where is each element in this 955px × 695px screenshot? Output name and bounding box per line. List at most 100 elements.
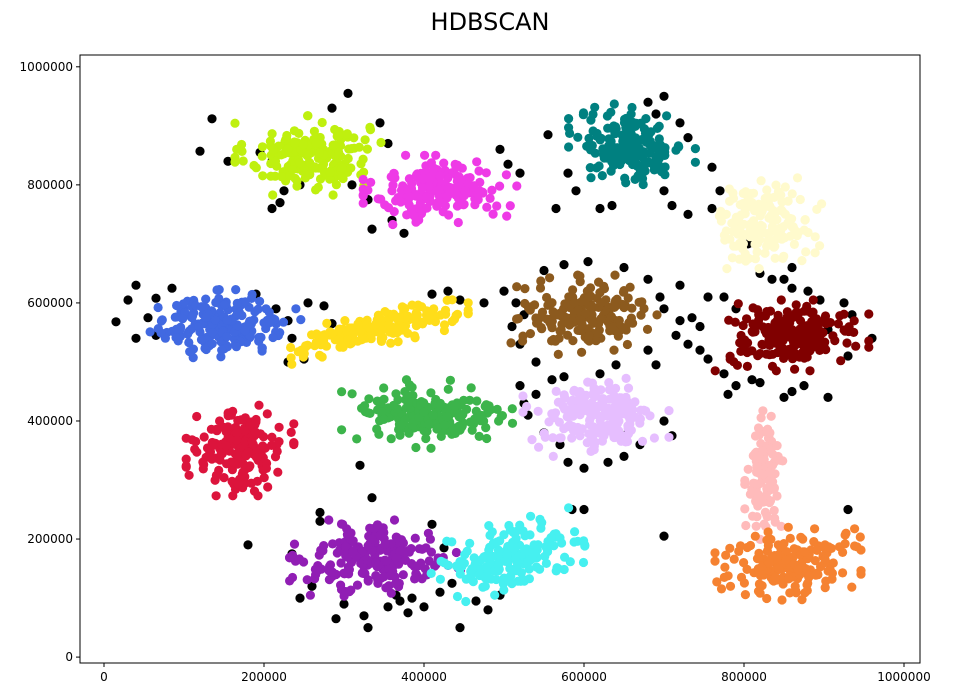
cluster-point xyxy=(295,158,305,168)
cluster-point xyxy=(799,306,809,316)
cluster-point xyxy=(729,357,739,367)
cluster-point xyxy=(305,158,315,168)
cluster-point xyxy=(476,555,486,565)
cluster-point xyxy=(536,276,546,286)
cluster-point xyxy=(596,385,606,395)
cluster-point xyxy=(768,449,778,459)
cluster-point xyxy=(756,220,766,230)
cluster-point xyxy=(636,405,646,415)
cluster-point xyxy=(645,140,655,150)
cluster-point xyxy=(289,439,299,450)
cluster-point xyxy=(468,577,478,587)
cluster-point xyxy=(371,319,381,329)
cluster-point xyxy=(790,364,800,374)
points-layer xyxy=(111,88,877,633)
cluster-point xyxy=(762,185,772,195)
noise-point xyxy=(483,605,493,615)
y-tick-label: 1000000 xyxy=(20,60,73,74)
cluster-point xyxy=(411,442,421,453)
cluster-point xyxy=(762,325,773,335)
cluster-point xyxy=(537,324,547,334)
cluster-point xyxy=(230,157,240,167)
noise-point xyxy=(707,203,717,214)
cluster-point xyxy=(820,583,830,593)
noise-point xyxy=(779,392,789,402)
cluster-point xyxy=(442,412,452,422)
cluster-point xyxy=(609,345,619,355)
cluster-point xyxy=(291,304,301,314)
cluster-point xyxy=(764,213,774,223)
cluster-point xyxy=(820,315,830,325)
cluster-point xyxy=(363,576,373,586)
cluster-point xyxy=(520,284,530,294)
cluster-point xyxy=(347,389,357,399)
cluster-point xyxy=(736,210,746,220)
cluster-point xyxy=(410,533,420,543)
cluster-point xyxy=(267,129,277,139)
noise-point xyxy=(675,316,685,326)
cluster-point xyxy=(317,352,327,362)
noise-point xyxy=(659,91,669,101)
cluster-point xyxy=(604,378,614,388)
cluster-point xyxy=(765,428,775,438)
chart-title: HDBSCAN xyxy=(430,8,550,36)
cluster-point xyxy=(729,226,739,236)
cluster-point xyxy=(548,334,559,345)
cluster-point xyxy=(778,253,788,263)
cluster-point xyxy=(591,336,601,346)
cluster-point xyxy=(588,318,598,328)
cluster-point xyxy=(260,443,270,453)
cluster-point xyxy=(435,400,445,410)
cluster-point xyxy=(759,519,769,529)
cluster-point xyxy=(286,427,296,437)
cluster-point xyxy=(440,201,450,211)
cluster-point xyxy=(340,316,350,326)
cluster-point xyxy=(170,312,180,322)
cluster-point xyxy=(727,253,738,263)
cluster-point xyxy=(212,285,222,295)
cluster-point xyxy=(171,324,182,334)
cluster-point xyxy=(774,563,784,574)
noise-point xyxy=(703,354,713,364)
cluster-point xyxy=(612,294,622,304)
cluster-point xyxy=(599,396,609,406)
cluster-point xyxy=(770,253,780,263)
cluster-point xyxy=(594,277,604,287)
cluster-point xyxy=(344,565,354,575)
noise-point xyxy=(435,587,445,597)
cluster-point xyxy=(524,574,535,584)
cluster-point xyxy=(729,217,739,227)
cluster-point xyxy=(230,118,240,128)
cluster-point xyxy=(589,392,600,402)
cluster-point xyxy=(488,209,498,219)
cluster-point xyxy=(337,425,347,435)
cluster-4-points xyxy=(145,285,306,363)
cluster-point xyxy=(313,566,323,576)
cluster-point xyxy=(393,337,403,347)
noise-point xyxy=(583,257,593,267)
cluster-point xyxy=(253,304,263,314)
noise-point xyxy=(547,375,557,385)
cluster-point xyxy=(428,410,438,420)
cluster-point xyxy=(237,146,247,156)
cluster-point xyxy=(181,461,191,471)
noise-point xyxy=(619,451,629,461)
noise-point xyxy=(295,593,305,603)
cluster-point xyxy=(358,198,368,208)
cluster-point xyxy=(443,384,453,394)
cluster-point xyxy=(570,527,580,537)
cluster-point xyxy=(492,404,502,414)
cluster-point xyxy=(757,207,767,217)
cluster-11-points xyxy=(740,406,788,545)
noise-point xyxy=(659,416,669,426)
cluster-point xyxy=(312,329,322,339)
cluster-point xyxy=(559,564,569,575)
cluster-point xyxy=(513,314,523,324)
cluster-point xyxy=(584,292,595,302)
cluster-point xyxy=(777,206,787,216)
cluster-point xyxy=(435,574,445,584)
cluster-point xyxy=(769,327,780,338)
cluster-point xyxy=(587,140,597,151)
noise-point xyxy=(799,381,809,391)
noise-point xyxy=(687,313,697,323)
